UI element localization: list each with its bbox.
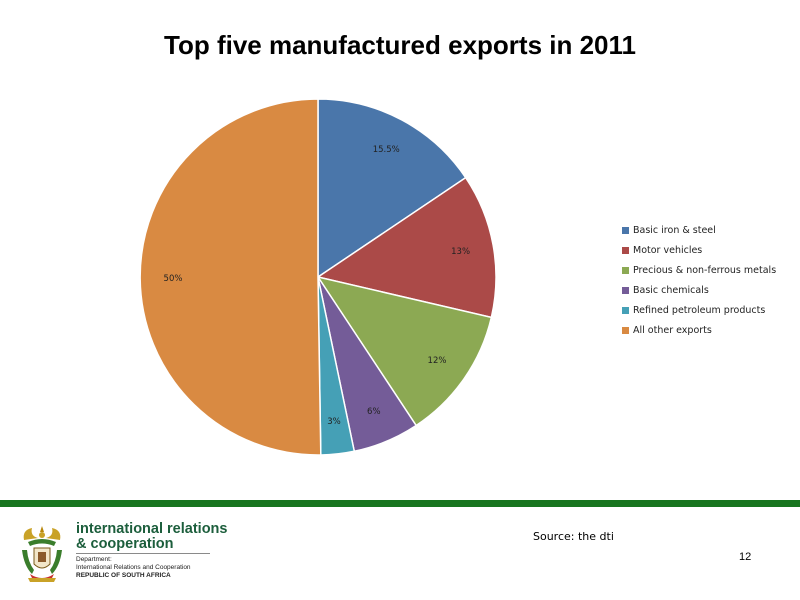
legend-label: Basic chemicals — [633, 284, 709, 296]
source-note: Source: the dti — [533, 530, 614, 543]
pie-slice-3 — [316, 275, 493, 427]
legend-swatch — [622, 226, 629, 234]
org-name-line-1: international relations — [76, 521, 228, 537]
legend-item-3: Precious & non-ferrous metals — [622, 260, 776, 280]
legend-label: Precious & non-ferrous metals — [633, 264, 777, 276]
legend-item-4: Basic chemicals — [622, 280, 776, 300]
legend-label: Refined petroleum products — [633, 304, 766, 316]
legend-swatch — [622, 326, 629, 334]
dept-line-3: REPUBLIC OF SOUTH AFRICA — [76, 572, 171, 579]
legend-item-1: Basic iron & steel — [622, 220, 776, 240]
legend-item-5: Refined petroleum products — [622, 300, 776, 320]
coat-of-arms-icon — [22, 526, 62, 582]
legend-item-2: Motor vehicles — [622, 240, 776, 260]
chart-legend: Basic iron & steel Motor vehicles Precious… — [622, 220, 776, 340]
org-name-rule — [76, 553, 210, 554]
legend-swatch — [622, 306, 629, 314]
department-block: Department: International Relations and … — [76, 556, 191, 580]
pie-chart: 15.5% 13% 12% 6% 3% 50% — [139, 98, 497, 456]
page-number: 12 — [739, 551, 752, 563]
slice-label-2: 13% — [451, 247, 470, 257]
pie-slice-6 — [139, 98, 322, 456]
legend-swatch — [622, 246, 629, 254]
org-name-line-2: & cooperation — [76, 536, 174, 552]
chart-title: Top five manufactured exports in 2011 — [164, 30, 636, 60]
dept-line-1: Department: — [76, 556, 112, 563]
legend-label: All other exports — [633, 324, 712, 336]
legend-swatch — [622, 266, 629, 274]
slice-label-3: 12% — [428, 356, 447, 366]
dept-line-2: International Relations and Cooperation — [76, 564, 191, 571]
legend-label: Motor vehicles — [633, 244, 703, 256]
legend-swatch — [622, 286, 629, 294]
footer-divider-bar — [0, 500, 800, 507]
org-name: international relations & cooperation — [76, 522, 227, 552]
slice-label-4: 6% — [367, 407, 381, 417]
slice-label-6: 50% — [164, 274, 183, 284]
pie-slice-1 — [317, 98, 467, 279]
slice-label-5: 3% — [327, 417, 341, 427]
pie-slice-2 — [316, 176, 497, 319]
legend-item-6: All other exports — [622, 320, 776, 340]
legend-label: Basic iron & steel — [633, 224, 716, 236]
slice-label-1: 15.5% — [373, 145, 400, 155]
